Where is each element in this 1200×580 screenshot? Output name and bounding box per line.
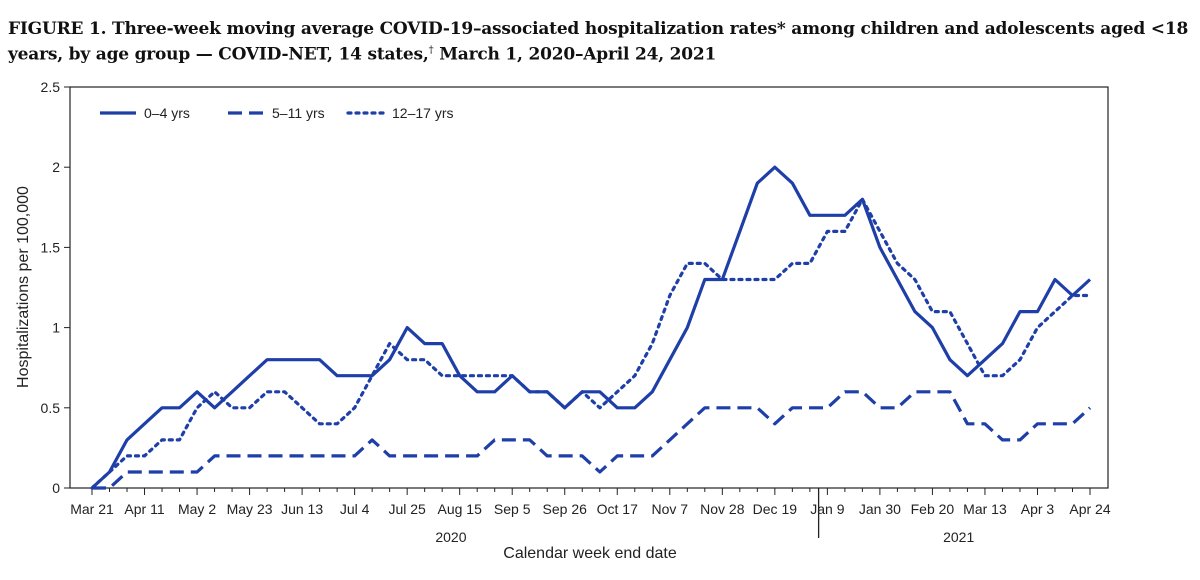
y-axis-title: Hospitalizations per 100,000 (15, 186, 32, 388)
legend-label: 0–4 yrs (144, 105, 190, 121)
legend: 0–4 yrs 5–11 yrs 12–17 yrs (100, 105, 453, 121)
series-line-solid (90, 165, 1092, 490)
x-tick-label: Jul 4 (340, 501, 370, 517)
y-axis: 0 0.5 1 1.5 2 2.5 (41, 79, 70, 496)
figure-title-main: Three-week moving average COVID-19–assoc… (8, 19, 1189, 65)
x-tick-label: Nov 28 (700, 501, 745, 517)
x-tick-label: May 23 (227, 501, 273, 517)
series-layer (90, 165, 1092, 490)
x-tick-label: Jul 25 (388, 501, 426, 517)
y-tick-label: 2.5 (41, 79, 61, 95)
y-tick-label: 0 (52, 480, 60, 496)
x-axis: Mar 21 Apr 11 May 2 May 23 Jun 13 Jul 4 Jul 25… (70, 488, 1111, 545)
series-line-dotted (90, 197, 1092, 490)
y-tick-label: 2 (52, 159, 60, 175)
figure-title: FIGURE 1. Three-week moving average COVI… (8, 18, 1193, 66)
x-tick-label: Sep 5 (494, 501, 531, 517)
x-tick-label: Dec 19 (753, 501, 798, 517)
plot-frame (69, 86, 1109, 489)
x-axis-title: Calendar week end date (503, 545, 677, 562)
x-tick-label: Mar 13 (963, 501, 1007, 517)
year-label: 2021 (943, 529, 974, 545)
x-tick-label: Jun 13 (281, 501, 323, 517)
y-tick-label: 0.5 (41, 400, 61, 416)
footnote-dagger: † (428, 45, 434, 56)
legend-label: 5–11 yrs (272, 105, 325, 121)
x-tick-label: May 2 (178, 501, 216, 517)
legend-label: 12–17 yrs (392, 105, 453, 121)
figure-title-dates: March 1, 2020–April 24, 2021 (439, 44, 717, 65)
x-tick-label: Jan 30 (859, 501, 901, 517)
x-tick-label: Apr 24 (1069, 501, 1110, 517)
x-tick-label: Apr 3 (1021, 501, 1055, 517)
year-label: 2020 (435, 529, 466, 545)
x-tick-label: Apr 11 (124, 501, 164, 517)
x-tick-label: Oct 17 (597, 501, 638, 517)
x-tick-label: Nov 7 (652, 501, 689, 517)
x-tick-label: Jan 9 (810, 501, 844, 517)
series-line-dashed (92, 390, 1092, 490)
x-tick-label: Mar 21 (70, 501, 114, 517)
x-tick-label: Aug 15 (437, 501, 482, 517)
figure-label: FIGURE 1. (8, 19, 107, 39)
y-tick-label: 1.5 (41, 239, 61, 255)
x-tick-label: Feb 20 (911, 501, 955, 517)
x-tick-label: Sep 26 (543, 501, 588, 517)
y-tick-label: 1 (52, 320, 60, 336)
